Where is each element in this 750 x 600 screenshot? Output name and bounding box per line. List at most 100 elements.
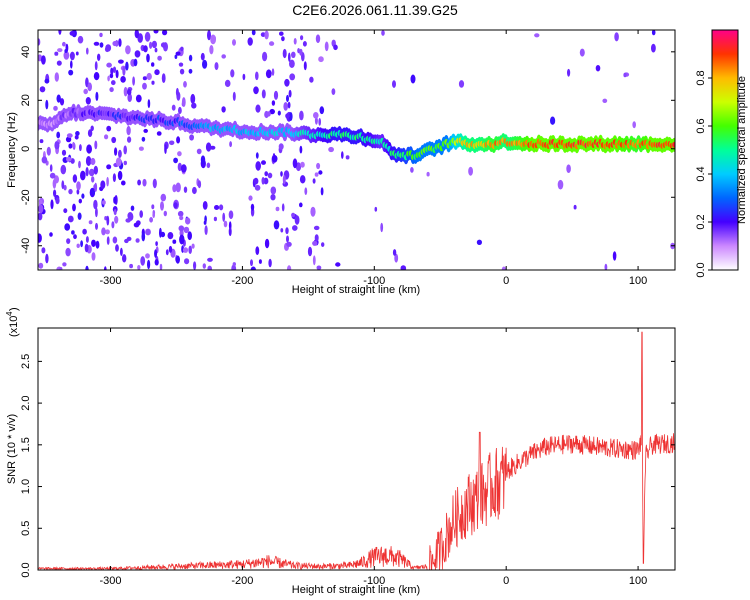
spectrogram-cell (269, 41, 275, 46)
spectrogram-cell (341, 151, 344, 159)
spectrogram-cell (147, 99, 151, 109)
spectrogram-cell (91, 176, 95, 183)
spectrogram-cell (400, 265, 407, 270)
spectrogram-cell (281, 36, 285, 42)
spectrogram-cell (139, 210, 143, 218)
spectrogram-cell (261, 160, 266, 165)
spectrogram-cell (178, 62, 184, 67)
spectrogram-cell (294, 215, 300, 225)
spectrogram-cell (85, 156, 92, 166)
spectrogram-cell (105, 229, 110, 235)
spectrogram-cell (566, 164, 571, 173)
spectrogram-cell (104, 134, 109, 140)
spectrogram-cell (110, 67, 114, 75)
spectrogram-cell (255, 152, 259, 159)
spectrogram-cell (196, 148, 202, 155)
spectrogram-cell (282, 48, 287, 59)
spectrogram-cell (122, 254, 127, 263)
spectrogram-cell (228, 210, 234, 219)
spectrogram-cell (49, 164, 53, 172)
spectrogram-cell (87, 82, 92, 92)
colorbar-gradient (711, 29, 739, 271)
spectrogram-trace-cell (672, 141, 675, 148)
spectrogram-cell (282, 175, 286, 185)
spectrogram-cell (273, 90, 279, 100)
spectrogram-cell (104, 266, 107, 270)
spectrogram-cell (203, 220, 207, 225)
spectrogram-cell (205, 142, 212, 152)
spectrogram-cell (95, 240, 100, 249)
spectrogram-cell (111, 80, 116, 86)
spectrogram-cell (106, 215, 110, 226)
spectrogram-frame (37, 29, 676, 271)
spectrogram-cell (324, 41, 329, 52)
spectrogram-cell (268, 258, 272, 268)
spectrogram-cell (54, 141, 59, 150)
spectrogram-cell (138, 146, 144, 151)
spectrogram-cell (300, 161, 305, 168)
spectrogram-cell (112, 40, 118, 47)
spectrogram-cell (74, 135, 79, 140)
spectrogram-cell (105, 44, 112, 52)
colorbar-tick-label: 0.8 (695, 70, 707, 85)
colorbar-ticks: 0.0 0.2 0.4 0.6 0.8 (695, 70, 712, 278)
spectrogram-cell (255, 246, 260, 256)
spectrogram-cell (115, 157, 122, 167)
spectrogram-cell (173, 157, 179, 164)
spectrogram-cell (79, 144, 82, 152)
spectrogram-cell (53, 189, 57, 197)
spectrogram-cell (95, 91, 99, 101)
spectrogram-cell (550, 116, 556, 125)
spectrogram-cell (61, 149, 67, 156)
spectrogram-cell (71, 230, 75, 235)
spectrogram-cell (111, 221, 115, 229)
spectrogram-cell (70, 60, 73, 69)
spectrogram-cell (319, 106, 325, 115)
spectrogram-cell (39, 139, 44, 144)
spectrogram-cell (285, 113, 290, 119)
spectrogram-cell (134, 30, 139, 39)
spectrogram-cell (76, 243, 80, 248)
spectrogram-cell (289, 112, 293, 121)
spectrogram-cell (176, 136, 181, 144)
spectrogram-cell (169, 140, 175, 146)
spectrogram-y-tick-label: -20 (20, 189, 32, 205)
spectrogram-x-tick-label: 0 (503, 275, 509, 287)
spectrogram-cell (63, 184, 67, 191)
spectrogram-cell (113, 196, 116, 204)
spectrogram-cell (255, 161, 261, 171)
spectrogram-cell (221, 54, 226, 59)
chart-title: C2E6.2026.061.11.39.G25 (292, 2, 458, 18)
spectrogram-cell (88, 220, 93, 225)
spectrogram-cell (210, 34, 217, 45)
spectrogram-cell (167, 232, 174, 240)
spectrogram-cell (49, 232, 53, 237)
spectrogram-cell (49, 172, 56, 179)
spectrogram-cell (149, 217, 154, 223)
snr-y-tick-label: 0.0 (20, 562, 32, 577)
snr-x-tick-label: 0 (503, 575, 509, 587)
spectrogram-cell (313, 225, 320, 231)
spectrogram-cell (85, 265, 89, 270)
snr-series-line (38, 331, 675, 570)
spectrogram-cell (75, 51, 79, 56)
spectrogram-cell (299, 145, 303, 154)
spectrogram-cell (381, 30, 385, 36)
snr-x-ticks: -300 -200 -100 0 100 (100, 328, 647, 587)
spectrogram-cell (142, 82, 147, 90)
spectrogram-cell (262, 51, 268, 62)
spectrogram-cell (63, 208, 68, 214)
spectrogram-cell (45, 253, 49, 264)
snr-scale-exponent: 4 (5, 311, 14, 316)
spectrogram-cell (114, 215, 119, 224)
spectrogram-cell (85, 97, 91, 105)
spectrogram-cell (135, 238, 140, 243)
spectrogram-cell (318, 118, 322, 126)
spectrogram-cell (57, 48, 63, 53)
spectrogram-cell (468, 166, 473, 176)
spectrogram-cell (60, 164, 67, 175)
spectrogram-cell (264, 30, 269, 40)
spectrogram-cell (50, 199, 54, 210)
spectrogram-cell (91, 239, 96, 247)
